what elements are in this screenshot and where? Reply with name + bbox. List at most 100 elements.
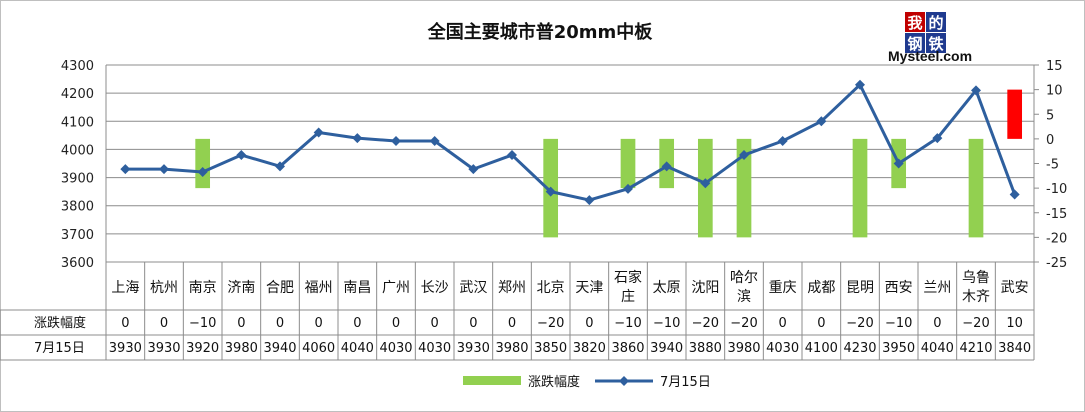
change-cell: 0 xyxy=(817,316,825,331)
line-point xyxy=(932,133,943,144)
change-cell: 0 xyxy=(508,316,516,331)
line-path xyxy=(125,83,1017,202)
bar xyxy=(195,138,211,189)
change-cell: 0 xyxy=(431,316,439,331)
left-axis-tick: 4100 xyxy=(61,115,94,130)
price-cell: 3940 xyxy=(650,341,683,356)
left-axis-tick: 4300 xyxy=(61,59,94,74)
price-cell: 3980 xyxy=(225,341,258,356)
price-cell: 3820 xyxy=(573,341,606,356)
right-axis-tick: -10 xyxy=(1046,182,1067,197)
change-cell: 0 xyxy=(585,316,593,331)
legend-bar-swatch xyxy=(463,376,521,385)
category-label: 北京 xyxy=(537,280,565,296)
category-label: 南京 xyxy=(189,280,217,296)
price-cell: 4030 xyxy=(766,341,799,356)
line-point xyxy=(429,135,440,146)
category-label: 济南 xyxy=(227,280,255,296)
change-cell: −10 xyxy=(653,316,680,331)
category-label: 西安 xyxy=(885,280,913,296)
price-cell: 3980 xyxy=(727,341,760,356)
line-point xyxy=(313,127,324,138)
line-point xyxy=(236,150,247,161)
line-point xyxy=(545,186,556,197)
left-axis-tick: 3800 xyxy=(61,200,94,215)
change-cell: −10 xyxy=(614,316,641,331)
line-point xyxy=(777,135,788,146)
line-point xyxy=(623,183,633,194)
logo-char: 我 xyxy=(907,14,922,32)
right-axis-tick: 5 xyxy=(1046,108,1054,123)
price-cell: 4100 xyxy=(805,341,838,356)
change-cell: 0 xyxy=(315,316,323,331)
category-label: 南昌 xyxy=(343,280,371,296)
change-cell: 0 xyxy=(933,316,941,331)
line-point xyxy=(275,161,285,172)
price-cell: 3840 xyxy=(998,341,1031,356)
category-label: 郑州 xyxy=(498,280,526,296)
legend-line-marker xyxy=(619,376,629,386)
price-cell: 4230 xyxy=(843,341,876,356)
chart-title: 全国主要城市普20mm中板 xyxy=(427,21,654,43)
change-cell: 0 xyxy=(353,316,361,331)
legend: 涨跌幅度 7月15日 xyxy=(463,374,711,390)
line-point xyxy=(468,164,479,175)
row-label-change: 涨跌幅度 xyxy=(34,315,86,331)
line-point xyxy=(584,195,595,206)
line-point xyxy=(391,135,401,146)
right-axis-tick: -25 xyxy=(1046,256,1067,271)
category-label: 上海 xyxy=(111,280,139,296)
left-axis-tick: 3700 xyxy=(61,228,94,243)
change-cell: −20 xyxy=(962,316,989,331)
category-label: 兰州 xyxy=(923,280,951,296)
category-label: 武汉 xyxy=(459,280,487,296)
change-cell: −20 xyxy=(730,316,757,331)
line-point xyxy=(197,166,208,177)
change-cell: 10 xyxy=(1006,316,1023,331)
bar xyxy=(736,138,752,238)
change-cell: 0 xyxy=(392,316,400,331)
category-label: 天津 xyxy=(575,280,603,296)
right-axis: -25 -20 -15 -10 -5 0 5 10 15 xyxy=(1034,59,1067,271)
category-label: 广州 xyxy=(382,280,410,296)
price-cell: 4210 xyxy=(959,341,992,356)
change-cell: 0 xyxy=(237,316,245,331)
right-axis-tick: -15 xyxy=(1046,207,1067,222)
bar xyxy=(852,138,868,238)
logo-text: Mysteel.com xyxy=(888,48,972,64)
mysteel-logo: 我的钢铁 Mysteel.com xyxy=(888,12,972,64)
change-cell: −20 xyxy=(692,316,719,331)
price-cell: 3920 xyxy=(186,341,219,356)
right-axis-tick: -5 xyxy=(1046,158,1059,173)
data-table: 上海 0 3930 杭州 0 3930 南京 −10 3920 济南 0 3980 合肥 0 3940 福州 0… xyxy=(0,261,1035,361)
change-cell: 0 xyxy=(121,316,129,331)
left-axis: 3600 3700 3800 3900 4000 4100 4200 4300 xyxy=(61,59,94,271)
line-point xyxy=(120,164,131,175)
left-axis-tick: 4000 xyxy=(61,143,94,158)
category-label: 重庆 xyxy=(769,280,797,296)
category-label: 成都 xyxy=(807,280,835,296)
price-cell: 3940 xyxy=(263,341,296,356)
right-axis-tick: 10 xyxy=(1046,84,1063,99)
category-label: 合肥 xyxy=(266,280,294,296)
bar xyxy=(1007,89,1023,139)
category-label: 石家 xyxy=(614,269,642,286)
logo-chars: 我的钢铁 xyxy=(905,12,946,53)
logo-char: 的 xyxy=(928,14,943,32)
change-cell: 0 xyxy=(779,316,787,331)
right-axis-tick: -20 xyxy=(1046,231,1067,246)
price-cell: 3880 xyxy=(689,341,722,356)
left-axis-tick: 3600 xyxy=(61,256,94,271)
category-label: 太原 xyxy=(653,280,681,296)
price-cell: 3930 xyxy=(109,341,142,356)
line-point xyxy=(507,150,517,161)
price-cell: 3930 xyxy=(457,341,490,356)
price-cell: 4060 xyxy=(302,341,335,356)
right-axis-tick: 15 xyxy=(1046,59,1063,74)
price-cell: 3930 xyxy=(147,341,180,356)
line-point xyxy=(855,79,865,90)
line-series xyxy=(120,79,1020,206)
logo-char: 钢 xyxy=(907,35,922,53)
price-cell: 3860 xyxy=(611,341,644,356)
